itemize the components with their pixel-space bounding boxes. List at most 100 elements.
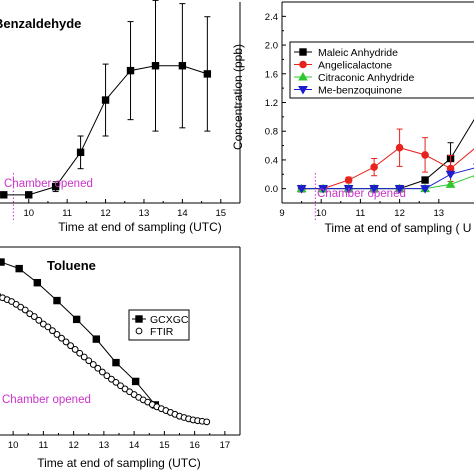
toluene-series-0-point (92, 335, 101, 343)
anhydrides-y-tick-label: 2.4 (265, 12, 278, 23)
toluene-x-tick-label: 15 (159, 440, 170, 451)
anhydrides-legend-label-0: Maleic Anhydride (318, 47, 398, 59)
anhydrides-series-1-point (370, 163, 378, 171)
anhydrides-y-tick-label: 0.0 (265, 184, 278, 195)
benzaldehyde-x-axis-label: Time at end of sampling (UTC) (58, 220, 222, 234)
toluene-x-tick-label: 16 (189, 440, 200, 451)
toluene-series-1-point (112, 378, 120, 386)
anhydrides-series-3-point (420, 185, 430, 194)
toluene-series-0-point (131, 377, 140, 386)
anhydrides-legend-swatch-marker (298, 86, 308, 95)
toluene-series-1-point (53, 331, 61, 338)
anhydrides-series-3-point (369, 185, 379, 194)
toluene-series-1-point (94, 364, 102, 372)
toluene-series-0-point (53, 296, 61, 305)
toluene-series-0-point (72, 315, 81, 324)
toluene-series-1 (0, 293, 211, 426)
anhydrides-legend-box (289, 41, 474, 99)
benzaldehyde-series-0-point (203, 70, 212, 78)
benzaldehyde-x-tick-label: 12 (100, 208, 111, 219)
anhydrides-x-tick-label: 13 (434, 208, 445, 219)
toluene-series-1-point (103, 372, 111, 380)
toluene-series-1-point (21, 306, 29, 314)
anhydrides-y-tick-label: 0.8 (265, 127, 278, 138)
benzaldehyde-chamber-opened-label: Chamber opened (4, 178, 93, 190)
benzaldehyde-plot-area: 10 11 12 13 14 15 (0, 0, 241, 221)
benzaldehyde-series-0-point (25, 191, 33, 199)
benzaldehyde-x-tick-label: 11 (62, 208, 72, 219)
anhydrides-series-3-point (394, 185, 405, 194)
anhydrides-y-tick-label: 1.2 (265, 98, 278, 109)
anhydrides-y-tick-label: 0.4 (265, 155, 278, 166)
toluene-legend-box (128, 309, 190, 341)
anhydrides-series-3-point (318, 185, 329, 194)
anhydrides-y-tick-label: 2.0 (265, 41, 278, 52)
anhydrides-legend-swatch-marker (298, 71, 308, 81)
anhydrides-x-tick-label: 9 (279, 208, 284, 219)
toluene-series-1-point (117, 382, 124, 390)
anhydrides-x-tick-label: 11 (355, 208, 365, 219)
anhydrides-legend-swatch-marker (299, 48, 307, 56)
toluene-legend-swatch-marker (135, 315, 143, 323)
benzaldehyde-series-0-point (101, 96, 110, 104)
toluene-series-1-point (44, 323, 52, 331)
benzaldehyde-series-0-point (151, 62, 160, 70)
toluene-series-1-point (98, 368, 106, 376)
anhydrides-series-1-point (395, 143, 404, 152)
anhydrides-series-1-point (421, 151, 429, 159)
toluene-series-1-point (108, 375, 115, 383)
anhydrides-legend-label-3: Me-benzoquinone (318, 84, 402, 96)
toluene-series-0-point (33, 279, 42, 287)
toluene-x-tick-label: 11 (38, 440, 48, 451)
anhydrides-series-1-line (301, 147, 474, 190)
toluene-legend-swatch-marker (135, 327, 143, 335)
anhydrides-series-0-point (421, 176, 429, 184)
toluene-chamber-opened-label: Chamber opened (2, 394, 91, 406)
toluene-series-1-point (76, 349, 84, 357)
anhydrides-legend-label-1: Angelicalactone (318, 59, 392, 71)
anhydrides-plot-area: 9 10 11 12 13 0.0 0.4 0.8 1.2 1.6 2.0 2.4 Maleic Anh… (265, 1, 474, 221)
benzaldehyde-x-tick-label: 10 (23, 208, 34, 219)
toluene-x-tick-label: 14 (129, 440, 140, 451)
anhydrides-y-axis-label: Concentration (ppb) (231, 44, 245, 150)
benzaldehyde-x-tick-label: 15 (216, 208, 227, 219)
toluene-series-1-point (89, 361, 97, 368)
toluene-series-1-point (62, 338, 70, 346)
anhydrides-chamber-opened-label: Chamber opened (317, 188, 406, 200)
toluene-series-1-point (49, 327, 56, 335)
toluene-series-1-point (85, 357, 93, 365)
anhydrides-x-tick-label: 10 (316, 208, 327, 219)
toluene-x-tick-label: 13 (99, 440, 110, 451)
benzaldehyde-series-0-point (178, 62, 187, 70)
benzaldehyde-series-0-point (51, 182, 60, 191)
toluene-title: Toluene (47, 258, 96, 273)
benzaldehyde-panel: 10 11 12 13 14 15 Benzaldehyde Time at end of… (0, 0, 241, 234)
benzaldehyde-series-0-point (76, 148, 85, 157)
toluene-series-1-point (30, 313, 38, 320)
toluene-x-tick-label: 12 (68, 440, 79, 451)
toluene-series-1-point (80, 353, 88, 361)
benzaldehyde-series-0-point (126, 66, 135, 75)
toluene-series-1-point (67, 342, 74, 350)
toluene-series-0-point (112, 358, 120, 367)
anhydrides-panel: 9 10 11 12 13 0.0 0.4 0.8 1.2 1.6 2.0 2.4 Maleic Anh… (231, 1, 474, 235)
toluene-series-1-point (35, 316, 43, 324)
anhydrides-series-0-line (301, 118, 474, 190)
anhydrides-series-3-line (301, 167, 474, 190)
toluene-legend-label-1: FTIR (150, 326, 174, 338)
anhydrides-legend-label-2: Citraconic Anhydride (318, 72, 414, 84)
toluene-series-1-point (203, 418, 211, 426)
toluene-x-tick-label: 17 (220, 440, 231, 451)
benzaldehyde-series-0-point (0, 191, 8, 199)
benzaldehyde-title: Benzaldehyde (0, 16, 81, 31)
anhydrides-legend-swatch-marker (299, 60, 307, 69)
anhydrides-x-axis-label: Time at end of sampling ( U (325, 221, 472, 235)
benzaldehyde-x-tick-label: 13 (139, 208, 150, 219)
benzaldehyde-x-tick-label: 14 (177, 208, 188, 219)
anhydrides-series-3-point (296, 185, 307, 194)
anhydrides-series-3-point (445, 170, 456, 180)
toluene-x-axis-label: Time at end of sampling (UTC) (37, 456, 201, 470)
